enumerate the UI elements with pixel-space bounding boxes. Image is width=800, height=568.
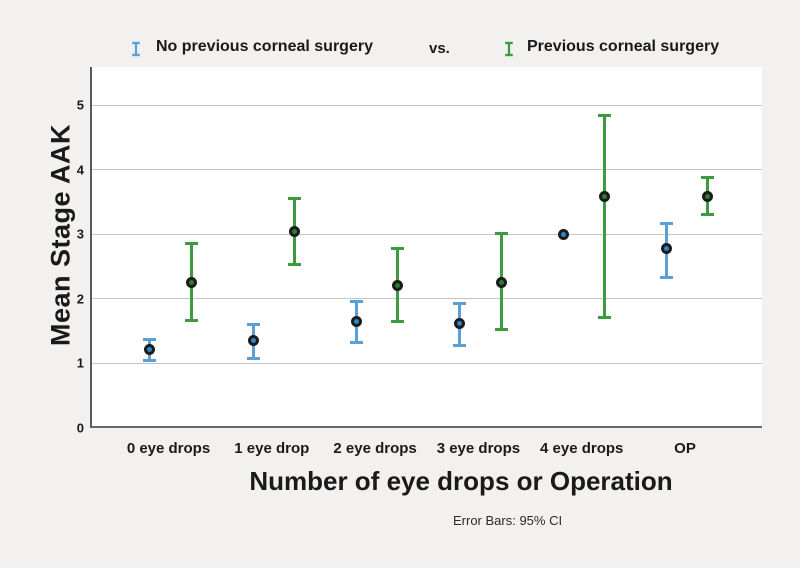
gridline-y-4 (92, 169, 762, 171)
error-bar-cap-top (453, 301, 467, 305)
error-bar-cap-bottom (659, 275, 673, 279)
data-point-marker-green (702, 190, 714, 202)
error-bar-cap-top (494, 232, 508, 236)
legend-series1-label: No previous corneal surgery (156, 38, 373, 55)
error-bar-line (602, 115, 606, 318)
data-point-marker-green (289, 226, 300, 238)
data-point-marker-blue (557, 228, 569, 240)
x-tick-label-1: 0 eye drops (126, 440, 211, 457)
data-point-marker-blue (660, 242, 672, 254)
x-tick-label-6: OP (674, 440, 696, 457)
error-bar-cap-top (246, 323, 260, 327)
data-point-marker-blue (454, 318, 466, 330)
error-bar-cap-bottom (246, 356, 260, 360)
gridline-y-5 (92, 104, 762, 106)
y-tick-label-3: 3 (76, 226, 84, 242)
error-bar-cap-top (143, 337, 157, 341)
y-tick-label-2: 2 (76, 291, 84, 307)
error-bar-cap-top (701, 175, 715, 179)
error-bar-cap-bottom (453, 344, 467, 348)
legend-vs-label: vs. (429, 40, 450, 57)
legend-series2-label: Previous corneal surgery (527, 38, 720, 55)
error-bar-cap-bottom (288, 263, 301, 267)
error-bar-cap-bottom (701, 213, 715, 217)
error-bars-footnote: Error Bars: 95% CI (453, 513, 563, 528)
error-bar-cap-bottom (143, 358, 157, 362)
error-bar-cap-top (597, 113, 611, 117)
error-bar-cap-top (288, 196, 301, 200)
y-tick-label-1: 1 (76, 355, 84, 371)
gridline-y-2 (92, 298, 762, 300)
data-point-marker-green (495, 277, 507, 289)
legend-series1-swatch (131, 41, 141, 62)
gridline-y-1 (92, 362, 762, 364)
legend-series2-swatch (504, 41, 514, 62)
plot-area (90, 67, 762, 428)
error-bar-cap-bottom (349, 341, 363, 345)
error-bar-cap-bottom (391, 319, 405, 323)
x-tick-label-4: 3 eye drops (436, 440, 521, 457)
y-tick-label-5: 5 (76, 97, 84, 113)
error-bar-cap-bottom (597, 316, 611, 320)
data-point-marker-green (185, 276, 197, 288)
error-bar-cap-top (184, 241, 198, 245)
data-point-marker-blue (247, 335, 259, 347)
blue-error-bar-icon (132, 41, 140, 57)
data-point-marker-blue (350, 315, 362, 327)
data-point-marker-green (598, 191, 610, 203)
error-bar-cap-bottom (184, 319, 198, 323)
gridline-y-3 (92, 233, 762, 235)
data-point-marker-green (392, 279, 404, 291)
data-point-marker-blue (144, 344, 156, 356)
x-tick-label-5: 4 eye drops (540, 440, 624, 457)
error-bar-cap-bottom (494, 328, 508, 332)
error-bar-cap-top (659, 222, 673, 226)
x-tick-label-2: 1 eye drop (234, 440, 310, 457)
y-tick-label-0: 0 (76, 420, 84, 436)
x-tick-label-3: 2 eye drops (333, 440, 417, 457)
error-bar-cap-top (349, 299, 363, 303)
error-bar-cap-top (391, 246, 405, 250)
green-error-bar-icon (505, 41, 513, 57)
y-tick-label-4: 4 (76, 162, 84, 178)
x-axis-title: Number of eye drops or Operation (249, 466, 673, 496)
